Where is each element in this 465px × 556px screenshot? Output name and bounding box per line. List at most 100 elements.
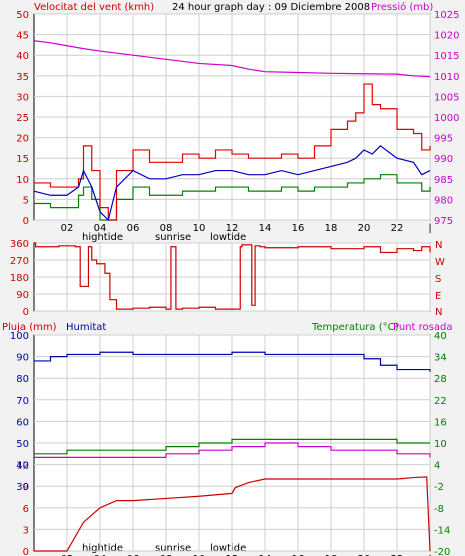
chart3-series-temperature	[34, 438, 430, 455]
chart3-xtick: 18	[325, 554, 338, 556]
chart1-ytick-right: 990	[434, 154, 453, 165]
chart1-xtick: 18	[325, 223, 338, 234]
annotation-hightide-bottom: hightide	[82, 543, 123, 554]
chart1-ytick-left: 15	[16, 154, 29, 165]
chart3-xtick: 10	[193, 554, 206, 556]
dir-label-w: W	[435, 257, 445, 268]
chart1-xtick: 02	[61, 223, 74, 234]
chart3-xtick: 02	[61, 554, 74, 556]
chart1-ytick-left: 50	[16, 10, 29, 21]
chart1-ytick-left: 5	[23, 195, 29, 206]
chart3-series-humidity	[34, 351, 431, 372]
dew-point-label: Punt rosada	[393, 322, 452, 333]
chart1-xtick: 10	[193, 223, 206, 234]
chart3-ytick-temperature: 4	[434, 461, 440, 472]
chart3-ytick-humidity: 100	[10, 331, 29, 342]
annotation-lowtide-bottom: lowtide	[210, 543, 246, 554]
chart1-series-wind-min	[34, 174, 431, 221]
chart1-xtick: |	[428, 223, 431, 234]
chart1-ytick-right: 975	[434, 216, 453, 227]
chart1-ytick-right: 985	[434, 175, 453, 186]
chart1-xtick: 16	[292, 223, 305, 234]
chart2-ytick-left: 360	[10, 239, 29, 250]
chart3-xtick: 14	[259, 554, 272, 556]
chart3-ytick-humidity: 60	[16, 417, 29, 428]
chart1-ytick-right: 1020	[434, 31, 459, 42]
chart1-ytick-right: 1015	[434, 51, 459, 62]
chart1-ytick-right: 1025	[434, 10, 459, 21]
dir-label-n-top: N	[435, 240, 442, 251]
pressure-label: Pressió (mb)	[371, 1, 433, 13]
humidity-label: Humitat	[66, 322, 106, 333]
chart3-ytick-temperature: 28	[434, 374, 447, 385]
chart1-ytick-right: 980	[434, 195, 453, 206]
chart3-ytick-humidity: 50	[16, 439, 29, 450]
chart1-ytick-left: 0	[23, 216, 29, 227]
chart1-series-pressure	[33, 40, 431, 78]
dir-label-n-bottom: N	[435, 307, 442, 318]
annotation-sunrise-bottom: sunrise	[155, 543, 191, 554]
rain-label: Pluja (mm)	[2, 322, 57, 333]
chart1-xtick: 14	[259, 223, 272, 234]
direction-labels: N W S E N	[435, 240, 445, 318]
chart3-ytick-humidity: 80	[16, 374, 29, 385]
chart2-series-wind-direction	[34, 242, 431, 310]
chart-marks: 0510152025303540455097598098599099510001…	[10, 10, 460, 556]
annotations-top: hightide sunrise lowtide	[82, 232, 246, 243]
chart3-xtick: 16	[292, 554, 305, 556]
wind-speed-label: Velocitat del vent (kmh)	[34, 2, 154, 13]
chart1-ytick-left: 30	[16, 92, 29, 103]
chart1-series-wind-avg	[33, 145, 431, 222]
chart3-ytick-temperature: -2	[434, 482, 444, 493]
chart3-ytick-temperature: 34	[434, 353, 447, 364]
chart3-xtick: 22	[391, 554, 404, 556]
dir-label-e: E	[435, 291, 441, 302]
chart1-ytick-left: 20	[16, 134, 29, 145]
chart3-ytick-humidity: 70	[16, 396, 29, 407]
chart1-xtick: 12	[226, 223, 239, 234]
chart3-xtick: 04	[94, 554, 107, 556]
chart1-ytick-left: 25	[16, 113, 29, 124]
chart3-ytick-humidity: 40	[16, 461, 29, 472]
annotations-bottom: hightide sunrise lowtide	[82, 543, 246, 554]
chart3-xtick: 08	[160, 554, 173, 556]
chart3-ytick-rain: 0	[23, 547, 29, 556]
chart3-ytick-temperature: 10	[434, 439, 447, 450]
dir-label-s: S	[435, 274, 441, 285]
chart1-ytick-right: 1000	[434, 113, 459, 124]
chart3-ytick-temperature: -14	[434, 525, 450, 536]
chart2-ytick-left: 270	[10, 256, 29, 267]
chart3-xtick: 20	[358, 554, 371, 556]
annotation-lowtide-top: lowtide	[210, 232, 246, 243]
chart1-ytick-left: 40	[16, 51, 29, 62]
chart3-ytick-rain: 3	[23, 525, 29, 536]
chart3-ytick-temperature: 22	[434, 396, 447, 407]
chart1-ytick-left: 35	[16, 72, 29, 83]
chart2-ytick-left: 90	[16, 290, 29, 301]
chart1-xtick: 08	[160, 223, 173, 234]
chart3-ytick-temperature: -8	[434, 504, 444, 515]
chart1-ytick-right: 1005	[434, 92, 459, 103]
chart3-ytick-rain: 12	[16, 461, 29, 472]
chart3-ytick-humidity: 90	[16, 353, 29, 364]
chart-title: 24 hour graph day : 09 Diciembre 2008	[172, 2, 370, 13]
chart3-ytick-humidity: 30	[16, 482, 29, 493]
annotation-sunrise-top: sunrise	[155, 232, 191, 243]
chart3-ytick-temperature: 16	[434, 417, 447, 428]
chart3-ytick-rain: 9	[23, 482, 29, 493]
chart1-xtick: 06	[127, 223, 140, 234]
chart1-ytick-right: 1010	[434, 72, 459, 83]
chart1-ytick-left: 45	[16, 31, 29, 42]
chart2-ytick-left: 180	[10, 273, 29, 284]
temperature-label: Temperatura (°C)	[311, 322, 399, 333]
chart3-xtick: |	[428, 554, 431, 556]
chart1-ytick-left: 10	[16, 175, 29, 186]
chart3-series-rain	[34, 476, 431, 552]
chart3-series-dew-point	[34, 442, 431, 458]
chart3-ytick-rain: 6	[23, 504, 29, 515]
chart2-ytick-left: 0	[23, 307, 29, 318]
chart1-xtick: 20	[358, 223, 371, 234]
chart1-xtick: 22	[391, 223, 404, 234]
